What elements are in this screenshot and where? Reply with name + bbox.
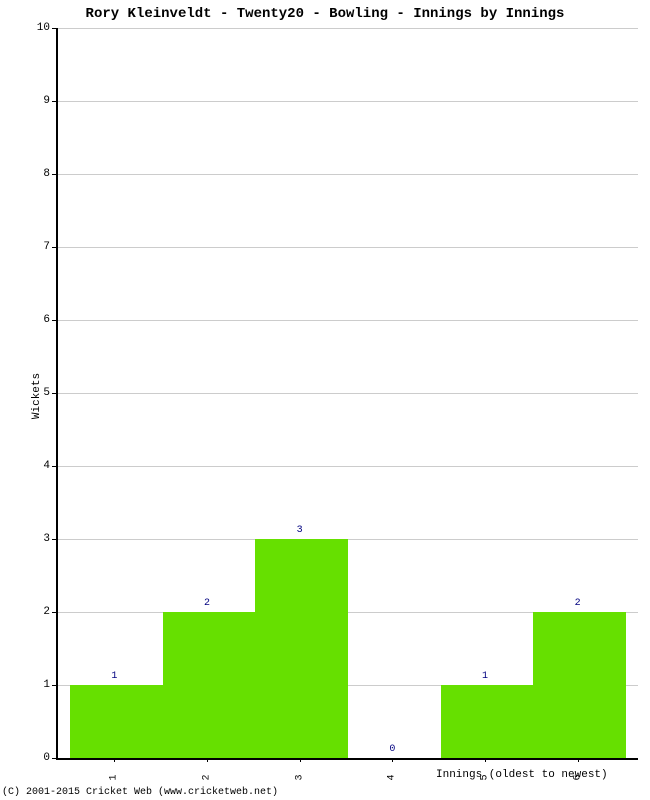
ytick-label: 10 (37, 22, 50, 34)
ytick-label: 6 (43, 314, 50, 326)
ytick-label: 5 (43, 387, 50, 399)
xtick-mark (578, 758, 579, 762)
gridline (58, 393, 638, 394)
xtick-label: 1 (109, 774, 120, 780)
bar-value-label: 0 (389, 744, 395, 755)
ytick-mark (52, 174, 56, 175)
bar (163, 612, 256, 758)
ytick-mark (52, 247, 56, 248)
xtick-label: 3 (294, 774, 305, 780)
ytick-mark (52, 466, 56, 467)
ytick-mark (52, 101, 56, 102)
gridline (58, 247, 638, 248)
gridline (58, 539, 638, 540)
gridline (58, 101, 638, 102)
bar-value-label: 1 (482, 671, 488, 682)
y-axis-label: Wickets (31, 373, 43, 419)
ytick-mark (52, 612, 56, 613)
ytick-mark (52, 758, 56, 759)
ytick-label: 3 (43, 533, 50, 545)
bar-value-label: 3 (297, 525, 303, 536)
bar (533, 612, 626, 758)
gridline (58, 28, 638, 29)
xtick-label: 2 (202, 774, 213, 780)
xtick-mark (392, 758, 393, 762)
ytick-mark (52, 539, 56, 540)
ytick-label: 2 (43, 606, 50, 618)
ytick-label: 4 (43, 460, 50, 472)
bar-value-label: 2 (575, 598, 581, 609)
ytick-label: 8 (43, 168, 50, 180)
bar-value-label: 2 (204, 598, 210, 609)
bar (255, 539, 348, 758)
bar (441, 685, 534, 758)
bar-value-label: 1 (111, 671, 117, 682)
ytick-mark (52, 685, 56, 686)
xtick-mark (300, 758, 301, 762)
ytick-mark (52, 28, 56, 29)
copyright-text: (C) 2001-2015 Cricket Web (www.cricketwe… (2, 787, 278, 798)
xtick-mark (485, 758, 486, 762)
xtick-mark (207, 758, 208, 762)
ytick-mark (52, 320, 56, 321)
xtick-mark (114, 758, 115, 762)
ytick-mark (52, 393, 56, 394)
gridline (58, 174, 638, 175)
ytick-label: 0 (43, 752, 50, 764)
ytick-label: 7 (43, 241, 50, 253)
ytick-label: 1 (43, 679, 50, 691)
bar (70, 685, 163, 758)
chart-container: Rory Kleinveldt - Twenty20 - Bowling - I… (0, 0, 650, 800)
x-axis-label: Innings (oldest to newest) (436, 769, 608, 781)
gridline (58, 320, 638, 321)
plot-area (56, 28, 638, 760)
gridline (58, 466, 638, 467)
chart-title: Rory Kleinveldt - Twenty20 - Bowling - I… (0, 6, 650, 22)
ytick-label: 9 (43, 95, 50, 107)
xtick-label: 4 (387, 774, 398, 780)
